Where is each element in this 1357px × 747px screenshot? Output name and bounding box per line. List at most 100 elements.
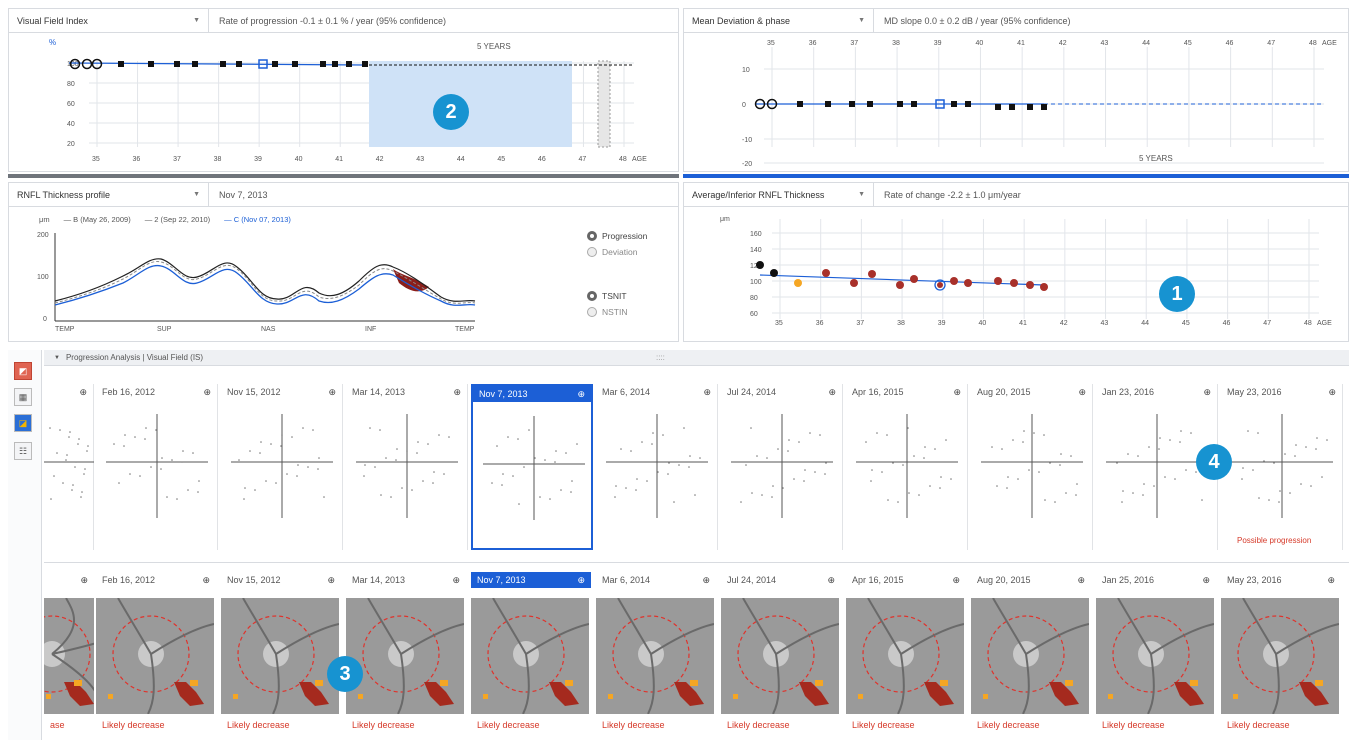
avg-point[interactable] [850,279,858,287]
zoom-icon[interactable]: ⊕ [1203,386,1211,397]
visual-field-tool-icon[interactable]: ◩ [14,362,32,380]
zoom-icon[interactable]: ⊕ [828,386,836,397]
avg-point[interactable] [868,270,876,278]
vfi-point[interactable] [220,61,226,67]
md-selected-point[interactable] [935,99,945,109]
zoom-icon[interactable]: ⊕ [80,574,88,585]
vf-card[interactable]: Jul 24, 2014 ⊕ [721,384,843,550]
vf-card[interactable]: Mar 14, 2013 ⊕ [346,384,468,550]
zoom-icon[interactable]: ⊕ [79,386,87,397]
vf-card[interactable]: Nov 7, 2013 ⊕ [471,384,593,550]
zoom-icon[interactable]: ⊕ [328,386,336,397]
oct-card[interactable]: Feb 16, 2012 ⊕ Likely decrease [96,572,216,744]
md-point[interactable] [849,101,855,107]
md-point[interactable] [1041,104,1047,110]
radio-progression[interactable]: Progression [587,231,647,241]
zoom-icon[interactable]: ⊕ [452,574,460,585]
zoom-icon[interactable]: ⊕ [1202,574,1210,585]
vf-card[interactable]: Mar 6, 2014 ⊕ [596,384,718,550]
oct-card[interactable]: Aug 20, 2015 ⊕ Likely decrease [971,572,1091,744]
vfi-selected-point[interactable] [258,59,268,69]
md-point[interactable] [897,101,903,107]
image-tool-icon[interactable]: ▦ [14,388,32,406]
vfi-baseline-point[interactable] [91,58,103,70]
rnfl-metric-select[interactable]: RNFL Thickness profile ▼ [9,183,209,206]
vf-card[interactable]: Aug 20, 2015 ⊕ [971,384,1093,550]
vf-card[interactable]: May 23, 2016 ⊕ Possible progression [1221,384,1343,550]
vfi-point[interactable] [332,61,338,67]
zoom-icon[interactable]: ⊕ [453,386,461,397]
oct-card[interactable]: Apr 16, 2015 ⊕ Likely decrease [846,572,966,744]
grid-view-tool-icon[interactable]: ☷ [14,442,32,460]
vfi-point[interactable] [236,61,242,67]
radio-nstin[interactable]: NSTIN [587,307,628,317]
avg-point[interactable] [1040,283,1048,291]
avg-point[interactable] [794,279,802,287]
oct-card[interactable]: Mar 14, 2013 ⊕ Likely decrease [346,572,466,744]
zoom-icon[interactable]: ⊕ [703,386,711,397]
radio-tsnit[interactable]: TSNIT [587,291,628,301]
zoom-icon[interactable]: ⊕ [827,574,835,585]
vfi-point[interactable] [118,61,124,67]
avg-point[interactable] [994,277,1002,285]
md-point[interactable] [965,101,971,107]
avg-point[interactable] [964,279,972,287]
md-point[interactable] [797,101,803,107]
md-point[interactable] [1009,104,1015,110]
vfi-point[interactable] [320,61,326,67]
avg-point[interactable] [950,277,958,285]
vfi-point[interactable] [148,61,154,67]
vfi-metric-select[interactable]: Visual Field Index ▼ [9,9,209,32]
zoom-icon[interactable]: ⊕ [1077,574,1085,585]
vfi-point[interactable] [346,61,352,67]
md-baseline-point[interactable] [766,98,778,110]
zoom-icon[interactable]: ⊕ [952,574,960,585]
zoom-icon[interactable]: ⊕ [702,574,710,585]
md-point[interactable] [867,101,873,107]
vfi-point[interactable] [174,61,180,67]
vfi-point[interactable] [362,61,368,67]
radio-deviation[interactable]: Deviation [587,247,647,257]
md-point[interactable] [911,101,917,107]
zoom-icon[interactable]: ⊕ [327,574,335,585]
avg-selected-point[interactable] [934,279,946,291]
zoom-icon[interactable]: ⊕ [202,574,210,585]
oct-card[interactable]: ⊕ ase [44,572,94,744]
avg-point[interactable] [770,269,778,277]
md-point[interactable] [825,101,831,107]
color-map-tool-icon[interactable]: ◪ [14,414,32,432]
avg-metric-select[interactable]: Average/Inferior RNFL Thickness ▼ [684,183,874,206]
md-point[interactable] [1027,104,1033,110]
avg-point[interactable] [1026,281,1034,289]
zoom-icon[interactable]: ⊕ [1327,574,1335,585]
vf-card[interactable]: Feb 16, 2012 ⊕ [96,384,218,550]
vfi-baseline-point[interactable] [69,58,81,70]
md-point[interactable] [995,104,1001,110]
zoom-icon[interactable]: ⊕ [1078,386,1086,397]
avg-point[interactable] [822,269,830,277]
zoom-icon[interactable]: ⊕ [577,388,585,399]
vf-card[interactable]: Nov 15, 2012 ⊕ [221,384,343,550]
avg-point[interactable] [896,281,904,289]
oct-card[interactable]: Mar 6, 2014 ⊕ Likely decrease [596,572,716,744]
vfi-baseline-point[interactable] [81,58,93,70]
avg-point[interactable] [756,261,764,269]
md-point[interactable] [951,101,957,107]
vfi-point[interactable] [292,61,298,67]
oct-card[interactable]: Nov 7, 2013 ⊕ Likely decrease [471,572,591,744]
md-baseline-point[interactable] [754,98,766,110]
avg-point[interactable] [910,275,918,283]
collapse-caret-icon[interactable]: ▼ [54,354,60,361]
vf-card[interactable]: Apr 16, 2015 ⊕ [846,384,968,550]
md-metric-select[interactable]: Mean Deviation & phase ▼ [684,9,874,32]
oct-card[interactable]: Nov 15, 2012 ⊕ Likely decrease [221,572,341,744]
oct-card[interactable]: May 23, 2016 ⊕ Likely decrease [1221,572,1341,744]
zoom-icon[interactable]: ⊕ [953,386,961,397]
vfi-point[interactable] [272,61,278,67]
vfi-point[interactable] [192,61,198,67]
oct-card[interactable]: Jan 25, 2016 ⊕ Likely decrease [1096,572,1216,744]
oct-card[interactable]: Jul 24, 2014 ⊕ Likely decrease [721,572,841,744]
vf-card[interactable]: ⊕ [44,384,105,550]
zoom-icon[interactable]: ⊕ [1328,386,1336,397]
zoom-icon[interactable]: ⊕ [203,386,211,397]
